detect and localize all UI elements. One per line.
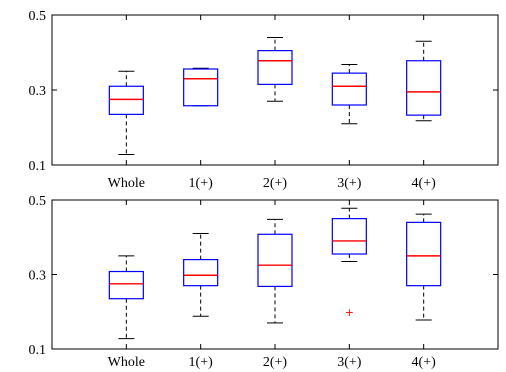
x-tick-label: Whole <box>108 355 145 370</box>
x-tick-label: 2(+) <box>263 176 288 191</box>
iqr-box <box>331 218 367 255</box>
y-tick-label: 0.5 <box>29 9 47 24</box>
x-tick-label: 1(+) <box>189 176 214 191</box>
y-tick-label: 0.3 <box>29 269 47 284</box>
iqr-box <box>257 233 293 288</box>
y-tick-label: 0.1 <box>29 159 47 174</box>
iqr-box <box>183 68 219 107</box>
y-tick-label: 0.5 <box>29 194 47 209</box>
iqr-box <box>406 60 442 116</box>
iqr-box <box>108 85 144 115</box>
iqr-box <box>331 72 367 106</box>
x-tick-label: 2(+) <box>263 355 288 370</box>
outlier-point: + <box>345 306 354 319</box>
x-tick-label: Whole <box>108 176 145 191</box>
iqr-box <box>406 221 442 287</box>
iqr-box <box>108 270 144 300</box>
x-tick-label: 3(+) <box>337 176 362 191</box>
iqr-box <box>257 50 293 85</box>
y-tick-label: 0.3 <box>29 84 47 99</box>
y-tick-label: 0.1 <box>29 343 47 358</box>
top-boxplot-panel: 0.1 0.3 0.5 Whole 1(+) 2(+) 3(+) 4(+) <box>29 9 499 191</box>
bottom-boxplot-panel: 0.1 0.3 0.5 Whole 1(+) 2(+) 3(+) 4(+) + <box>29 194 499 370</box>
x-tick-label: 4(+) <box>412 355 437 370</box>
x-tick-label: 3(+) <box>337 355 362 370</box>
x-tick-label: 4(+) <box>412 176 437 191</box>
x-tick-label: 1(+) <box>189 355 214 370</box>
iqr-box <box>183 259 219 287</box>
